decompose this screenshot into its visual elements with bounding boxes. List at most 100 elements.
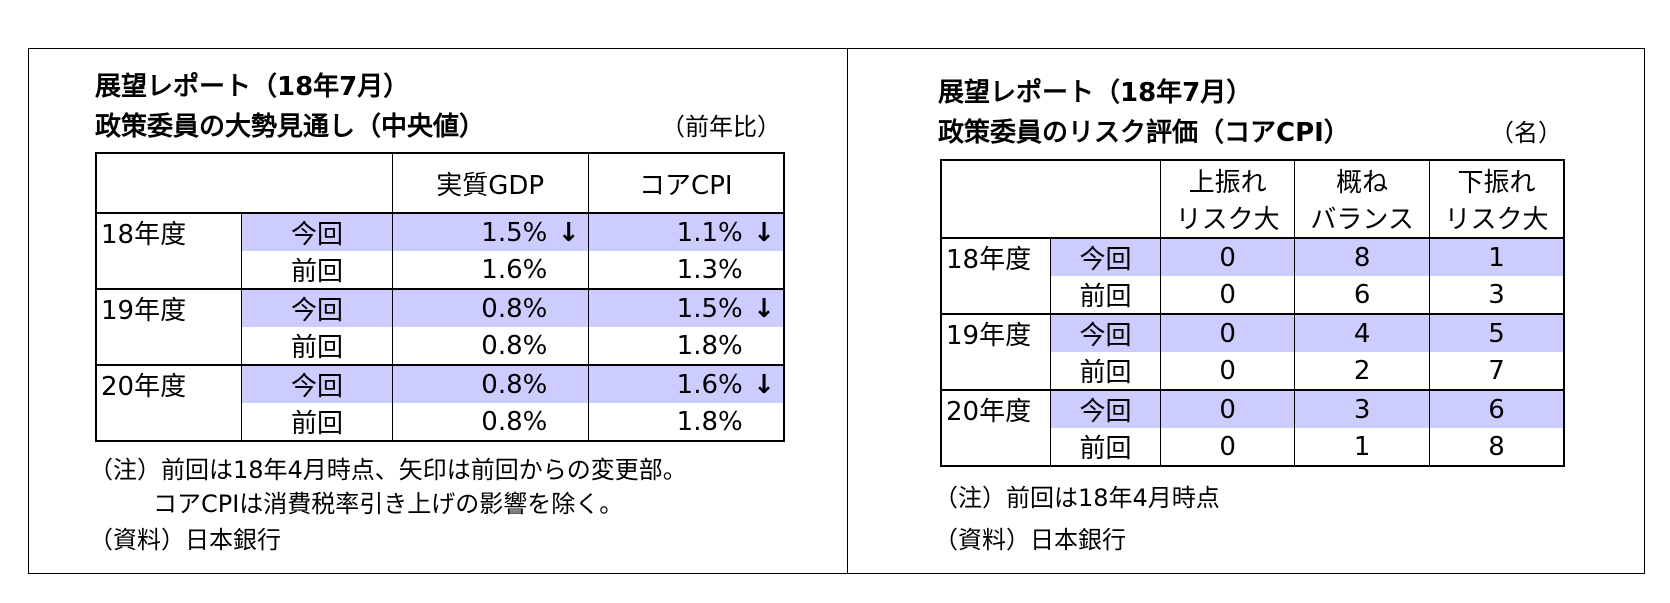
down-arrow-icon: ↓ xyxy=(753,369,775,400)
value-cell: 1 xyxy=(1294,428,1430,467)
header-text: 概ね xyxy=(1336,168,1389,198)
cpi-cell: 1.5% ↓ xyxy=(587,288,785,327)
row-label: 前回 xyxy=(241,403,393,442)
cpi-cell: 1.3% xyxy=(587,251,785,289)
gdp-cell: 0.8% xyxy=(391,403,589,442)
header-cpi: コアCPI xyxy=(587,152,785,214)
outlook-table: 実質GDP コアCPI 18年度 今回 1.5% ↓ 1.1% ↓ 前回 1.6… xyxy=(95,152,785,442)
risk-table: 上振れ リスク大 概ねバランス 下振れリスク大 18年度 今回 0 8 1 前回 … xyxy=(940,159,1565,467)
value-cell: 3 xyxy=(1294,389,1430,428)
table-row: 20年度 今回 0 3 6 xyxy=(940,389,1565,466)
table-row: 前回 0 2 7 xyxy=(941,352,1565,390)
value-cell: 4 xyxy=(1294,313,1430,352)
left-source: （資料）日本銀行 xyxy=(89,526,281,554)
down-arrow-icon: ↓ xyxy=(557,217,580,248)
header-upside: 上振れ リスク大 xyxy=(1159,159,1296,239)
left-title-line1: 展望レポート（18年7月） xyxy=(95,72,410,102)
header-blank xyxy=(940,159,1161,239)
left-unit: （前年比） xyxy=(661,113,781,141)
right-source: （資料）日本銀行 xyxy=(934,526,1126,554)
value-cell: 7 xyxy=(1428,352,1565,390)
value-cell: 6 xyxy=(1428,389,1565,428)
header-text: バランス xyxy=(1310,205,1414,235)
table-row: 前回 1.6% 1.3% xyxy=(96,251,785,289)
gdp-cell: 0.8% xyxy=(391,327,589,365)
value-cell: 0 xyxy=(1159,352,1296,390)
cpi-cell: 1.8% xyxy=(587,403,785,442)
table-row: 前回 0.8% 1.8% xyxy=(96,327,785,365)
down-arrow-icon: ↓ xyxy=(753,217,775,248)
gdp-cell: 1.5% ↓ xyxy=(391,212,589,251)
value-cell: 0 xyxy=(1159,237,1296,276)
year-cell: 19年度 xyxy=(95,288,243,365)
row-label: 今回 xyxy=(241,288,393,327)
cpi-value: 1.5% xyxy=(676,293,743,324)
right-title-line1: 展望レポート（18年7月） xyxy=(938,78,1253,108)
row-label: 前回 xyxy=(241,327,393,365)
value-cell: 0 xyxy=(1159,276,1296,314)
year-cell: 19年度 xyxy=(940,313,1052,390)
value-cell: 8 xyxy=(1428,428,1565,467)
gdp-value: 1.6% xyxy=(481,254,548,285)
row-label: 今回 xyxy=(241,212,393,251)
right-note-1: （注）前回は18年4月時点 xyxy=(934,484,1220,512)
left-panel: 展望レポート（18年7月） 政策委員の大勢見通し（中央値） （前年比） 実質GD… xyxy=(28,48,848,574)
gdp-value: 0.8% xyxy=(481,293,548,324)
table-row: 19年度 今回 0.8% 1.5% ↓ xyxy=(95,288,785,365)
row-label: 今回 xyxy=(1050,313,1161,352)
cpi-value: 1.3% xyxy=(676,254,743,285)
row-label: 今回 xyxy=(1050,389,1161,428)
row-label: 前回 xyxy=(1050,428,1161,467)
header-balanced: 概ね バランス xyxy=(1294,159,1430,239)
right-title-line2: 政策委員のリスク評価（コアCPI） xyxy=(938,118,1350,148)
gdp-value: 0.8% xyxy=(481,330,548,361)
right-panel: 展望レポート（18年7月） 政策委員のリスク評価（コアCPI） （名） 上振れリ… xyxy=(847,48,1645,574)
gdp-value: 0.8% xyxy=(481,406,548,437)
value-cell: 6 xyxy=(1294,276,1430,314)
year-cell: 18年度 xyxy=(95,212,243,289)
value-cell: 0 xyxy=(1159,313,1296,352)
cpi-cell: 1.8% xyxy=(587,327,785,365)
table-row: 19年度 今回 0 4 5 xyxy=(940,313,1565,390)
cpi-value: 1.6% xyxy=(676,369,743,400)
header-text: 下振れ xyxy=(1457,168,1536,198)
row-label: 今回 xyxy=(1050,237,1161,276)
cpi-value: 1.8% xyxy=(676,330,743,361)
gdp-value: 1.5% xyxy=(481,217,548,248)
cpi-value: 1.1% xyxy=(676,217,743,248)
table-row: 20年度 今回 0.8% 1.6% ↓ xyxy=(95,364,785,441)
value-cell: 0 xyxy=(1159,389,1296,428)
header-text: リスク大 xyxy=(1175,205,1280,235)
header-downside: 下振れ リスク大 xyxy=(1428,159,1565,239)
row-label: 前回 xyxy=(241,251,393,289)
header-blank xyxy=(95,152,393,214)
gdp-value: 0.8% xyxy=(481,369,548,400)
year-cell: 18年度 xyxy=(940,237,1052,314)
gdp-cell: 0.8% xyxy=(391,288,589,327)
year-cell: 20年度 xyxy=(940,389,1052,466)
value-cell: 2 xyxy=(1294,352,1430,390)
year-cell: 20年度 xyxy=(95,364,243,441)
table-row: 18年度 今回 1.5% ↓ 1.1% ↓ xyxy=(95,212,785,289)
table-row: 前回 0 1 8 xyxy=(941,428,1565,467)
left-note-2: コアCPIは消費税率引き上げの影響を除く。 xyxy=(153,490,624,518)
value-cell: 1 xyxy=(1428,237,1565,276)
left-title-line2: 政策委員の大勢見通し（中央値） xyxy=(95,112,486,142)
value-cell: 3 xyxy=(1428,276,1565,314)
value-cell: 8 xyxy=(1294,237,1430,276)
gdp-cell: 0.8% xyxy=(391,364,589,403)
row-label: 前回 xyxy=(1050,276,1161,314)
cpi-cell: 1.1% ↓ xyxy=(587,212,785,251)
row-label: 前回 xyxy=(1050,352,1161,390)
header-text: リスク大 xyxy=(1444,205,1549,235)
right-unit: （名） xyxy=(1490,119,1562,147)
row-label: 今回 xyxy=(241,364,393,403)
table-row: 前回 0 6 3 xyxy=(941,276,1565,314)
left-note-1: （注）前回は18年4月時点、矢印は前回からの変更部。 xyxy=(89,456,687,484)
table-row: 18年度 今回 0 8 1 xyxy=(940,237,1565,314)
cpi-value: 1.8% xyxy=(676,406,743,437)
table-row: 前回 0.8% 1.8% xyxy=(96,403,785,442)
cpi-cell: 1.6% ↓ xyxy=(587,364,785,403)
value-cell: 5 xyxy=(1428,313,1565,352)
value-cell: 0 xyxy=(1159,428,1296,467)
